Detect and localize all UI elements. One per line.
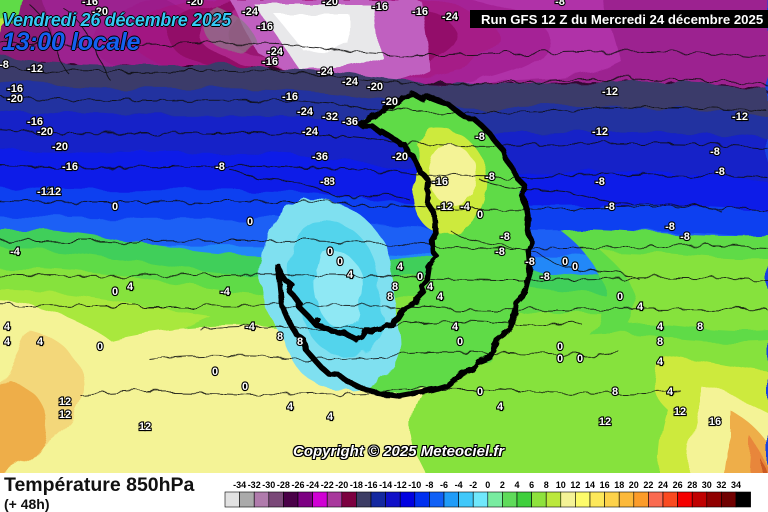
- svg-text:-30: -30: [262, 480, 275, 490]
- svg-text:-22: -22: [321, 480, 334, 490]
- svg-text:26: 26: [673, 480, 683, 490]
- svg-text:-26: -26: [291, 480, 304, 490]
- svg-text:-12: -12: [394, 480, 407, 490]
- svg-text:34: 34: [731, 480, 741, 490]
- svg-text:-28: -28: [277, 480, 290, 490]
- svg-text:16: 16: [600, 480, 610, 490]
- svg-text:20: 20: [629, 480, 639, 490]
- svg-text:0: 0: [485, 480, 490, 490]
- svg-text:18: 18: [614, 480, 624, 490]
- svg-text:-16: -16: [364, 480, 377, 490]
- svg-text:2: 2: [500, 480, 505, 490]
- svg-text:8: 8: [544, 480, 549, 490]
- svg-text:-14: -14: [379, 480, 392, 490]
- svg-text:-34: -34: [233, 480, 246, 490]
- svg-text:-4: -4: [455, 480, 463, 490]
- svg-text:12: 12: [570, 480, 580, 490]
- svg-text:-10: -10: [408, 480, 421, 490]
- svg-text:32: 32: [716, 480, 726, 490]
- svg-text:30: 30: [702, 480, 712, 490]
- svg-text:-24: -24: [306, 480, 319, 490]
- svg-text:-2: -2: [469, 480, 477, 490]
- svg-text:-20: -20: [335, 480, 348, 490]
- svg-text:10: 10: [556, 480, 566, 490]
- svg-text:-32: -32: [248, 480, 261, 490]
- svg-text:14: 14: [585, 480, 595, 490]
- svg-text:4: 4: [514, 480, 519, 490]
- svg-text:-6: -6: [440, 480, 448, 490]
- svg-text:-8: -8: [425, 480, 433, 490]
- svg-text:28: 28: [687, 480, 697, 490]
- svg-text:22: 22: [643, 480, 653, 490]
- svg-text:6: 6: [529, 480, 534, 490]
- svg-text:-18: -18: [350, 480, 363, 490]
- svg-text:24: 24: [658, 480, 668, 490]
